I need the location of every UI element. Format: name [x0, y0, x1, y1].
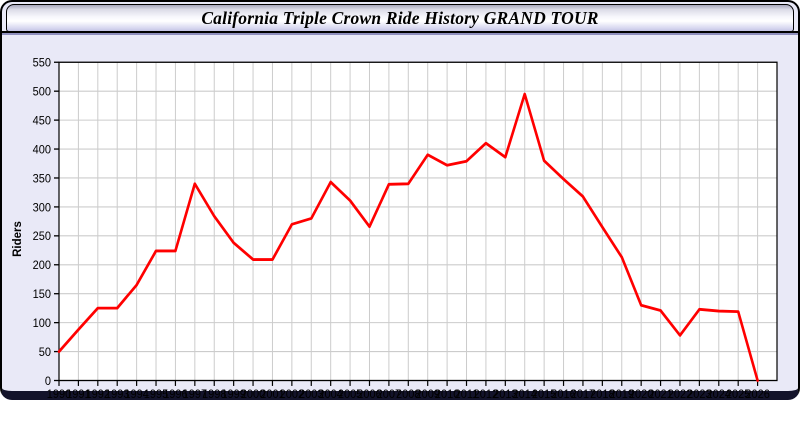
svg-text:2007: 2007 [377, 389, 401, 402]
svg-text:450: 450 [33, 115, 51, 128]
svg-text:1999: 1999 [221, 389, 245, 402]
svg-text:1996: 1996 [163, 389, 187, 402]
svg-text:2016: 2016 [551, 389, 575, 402]
svg-text:200: 200 [33, 260, 51, 273]
svg-text:1995: 1995 [144, 389, 168, 402]
svg-text:2002: 2002 [280, 389, 304, 402]
svg-text:2017: 2017 [571, 389, 595, 402]
svg-text:2018: 2018 [590, 389, 614, 402]
svg-text:50: 50 [39, 347, 51, 360]
svg-text:350: 350 [33, 173, 51, 186]
svg-text:2006: 2006 [357, 389, 381, 402]
axis-ticks [54, 61, 759, 386]
svg-text:2003: 2003 [299, 389, 323, 402]
svg-text:250: 250 [33, 231, 51, 244]
svg-text:0: 0 [45, 375, 51, 388]
svg-text:2011: 2011 [455, 389, 479, 402]
chart-canvas: 0501001502002503003504004505005501990199… [33, 57, 778, 402]
chart-title: California Triple Crown Ride History GRA… [201, 7, 599, 28]
svg-text:2026: 2026 [745, 389, 769, 402]
y-tick-labels: 0 50 100 150 200 250 300 350 400 450 500 550 [33, 57, 51, 388]
svg-text:2014: 2014 [512, 389, 537, 402]
svg-text:1993: 1993 [105, 389, 129, 402]
chart-area: Riders 0 50 100 150 200 250 300 350 400 450 500 550… [2, 35, 798, 401]
svg-text:2021: 2021 [648, 389, 672, 402]
chart-window: California Triple Crown Ride History GRA… [0, 0, 800, 401]
series-line-riders [57, 92, 759, 382]
svg-text:2025: 2025 [726, 389, 750, 402]
svg-text:1994: 1994 [124, 389, 149, 402]
svg-text:2008: 2008 [396, 389, 420, 402]
svg-text:1997: 1997 [183, 389, 207, 402]
gridlines [59, 62, 777, 381]
svg-text:2015: 2015 [532, 389, 556, 402]
svg-text:2023: 2023 [687, 389, 711, 402]
svg-text:2020: 2020 [629, 389, 653, 402]
svg-text:1992: 1992 [86, 389, 110, 402]
svg-text:2001: 2001 [260, 389, 284, 402]
svg-text:500: 500 [33, 86, 51, 99]
plot-background [59, 62, 777, 381]
svg-text:1990: 1990 [47, 389, 71, 402]
svg-text:2024: 2024 [707, 389, 732, 402]
svg-text:2000: 2000 [241, 389, 265, 402]
svg-text:2004: 2004 [318, 389, 343, 402]
titlebar: California Triple Crown Ride History GRA… [6, 4, 794, 32]
svg-text:1991: 1991 [66, 389, 90, 402]
svg-text:100: 100 [33, 318, 51, 331]
svg-text:2013: 2013 [493, 389, 517, 402]
svg-text:400: 400 [33, 144, 51, 157]
plot-border [58, 61, 778, 382]
svg-text:2022: 2022 [668, 389, 692, 402]
svg-text:2019: 2019 [610, 389, 634, 402]
titlebar-row: California Triple Crown Ride History GRA… [2, 2, 798, 33]
svg-text:150: 150 [33, 289, 51, 302]
svg-text:2010: 2010 [435, 389, 459, 402]
x-tick-labels: 1990199119921993199419951996199719981999… [47, 389, 770, 402]
svg-text:300: 300 [33, 202, 51, 215]
svg-text:2005: 2005 [338, 389, 362, 402]
svg-text:2012: 2012 [474, 389, 498, 402]
svg-text:1998: 1998 [202, 389, 226, 402]
svg-text:2009: 2009 [415, 389, 439, 402]
svg-text:550: 550 [33, 57, 51, 70]
